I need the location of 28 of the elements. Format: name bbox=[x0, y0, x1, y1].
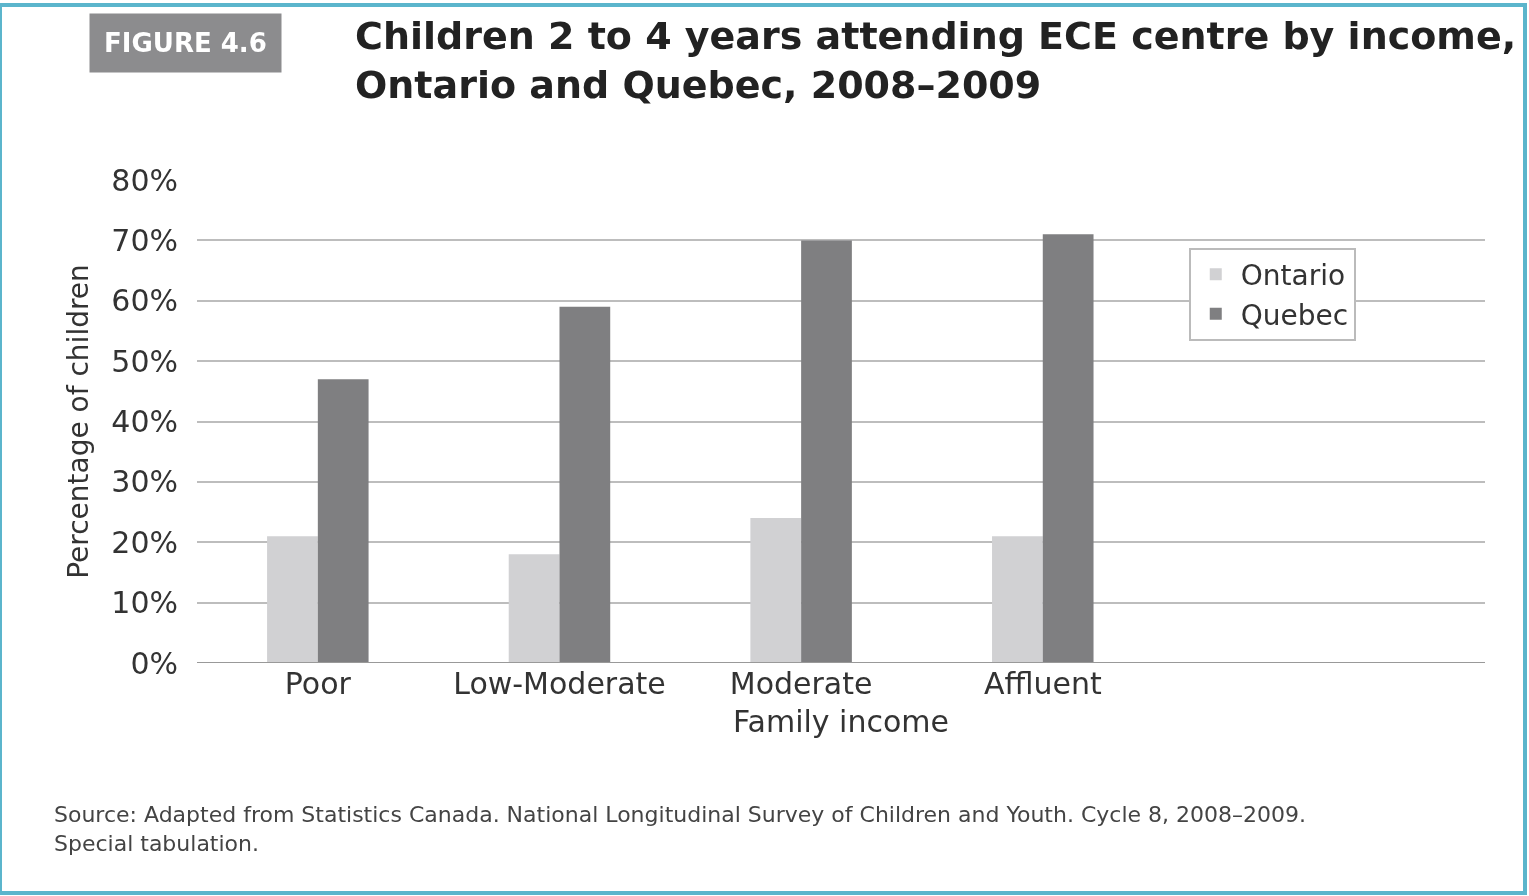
y-tick-label: 50% bbox=[111, 343, 178, 379]
chart-title: Children 2 to 4 years attending ECE centre by income, Ontario and Quebec, 2008–2009 bbox=[355, 14, 1517, 108]
y-tick-label: 70% bbox=[111, 222, 178, 258]
y-tick-label: 20% bbox=[111, 524, 178, 560]
y-tick-label: 80% bbox=[111, 162, 178, 198]
legend-label: Ontario bbox=[1240, 259, 1346, 293]
x-tick-label: Low-Moderate bbox=[453, 666, 666, 701]
bar bbox=[559, 306, 611, 663]
bar bbox=[267, 536, 318, 663]
bar bbox=[1042, 234, 1094, 663]
chart-subtitle: FIGURE 4.6 bbox=[104, 28, 267, 58]
bar bbox=[317, 379, 369, 663]
x-axis-title: Family income bbox=[733, 703, 949, 739]
y-tick-label: 0% bbox=[130, 645, 178, 681]
y-tick-label: 40% bbox=[111, 404, 178, 439]
source-note: Source: Adapted from Statistics Canada. National Longitudinal Survey of Children and Youth. Cycle 8, 2008–2009. Special tabulation. bbox=[54, 802, 1306, 856]
x-tick-label: Poor bbox=[284, 666, 352, 701]
legend-label: Quebec bbox=[1240, 298, 1349, 332]
bar bbox=[801, 240, 852, 663]
bar bbox=[992, 536, 1043, 663]
y-tick-label: 60% bbox=[111, 283, 178, 319]
y-tick-label: 30% bbox=[111, 464, 178, 500]
bar bbox=[508, 554, 560, 663]
y-tick-label: 10% bbox=[111, 585, 178, 621]
x-tick-label: Affluent bbox=[983, 666, 1102, 701]
bar bbox=[750, 518, 802, 663]
y-axis-title: Percentage of children bbox=[62, 264, 96, 579]
x-tick-label: Moderate bbox=[729, 666, 873, 701]
